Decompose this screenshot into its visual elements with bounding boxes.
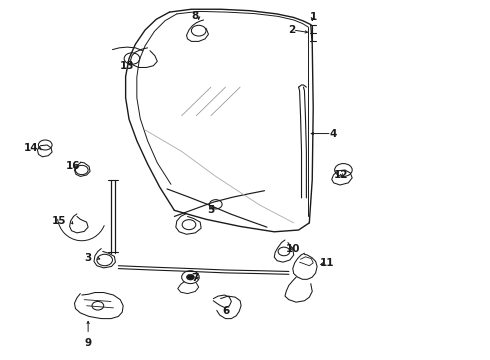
Text: 12: 12	[334, 170, 349, 180]
Text: 7: 7	[192, 273, 199, 283]
Text: 13: 13	[120, 61, 134, 71]
Text: 2: 2	[288, 25, 295, 35]
Text: 8: 8	[192, 11, 199, 21]
Circle shape	[187, 274, 195, 280]
Text: 1: 1	[310, 13, 317, 22]
Text: 3: 3	[84, 253, 92, 263]
Text: 16: 16	[66, 161, 81, 171]
Text: 4: 4	[329, 129, 337, 139]
Text: 11: 11	[319, 258, 334, 268]
Text: 5: 5	[207, 205, 215, 215]
Text: 9: 9	[85, 338, 92, 347]
Text: 10: 10	[286, 244, 300, 253]
Text: 15: 15	[51, 216, 66, 226]
Text: 6: 6	[223, 306, 230, 316]
Text: 14: 14	[24, 143, 39, 153]
